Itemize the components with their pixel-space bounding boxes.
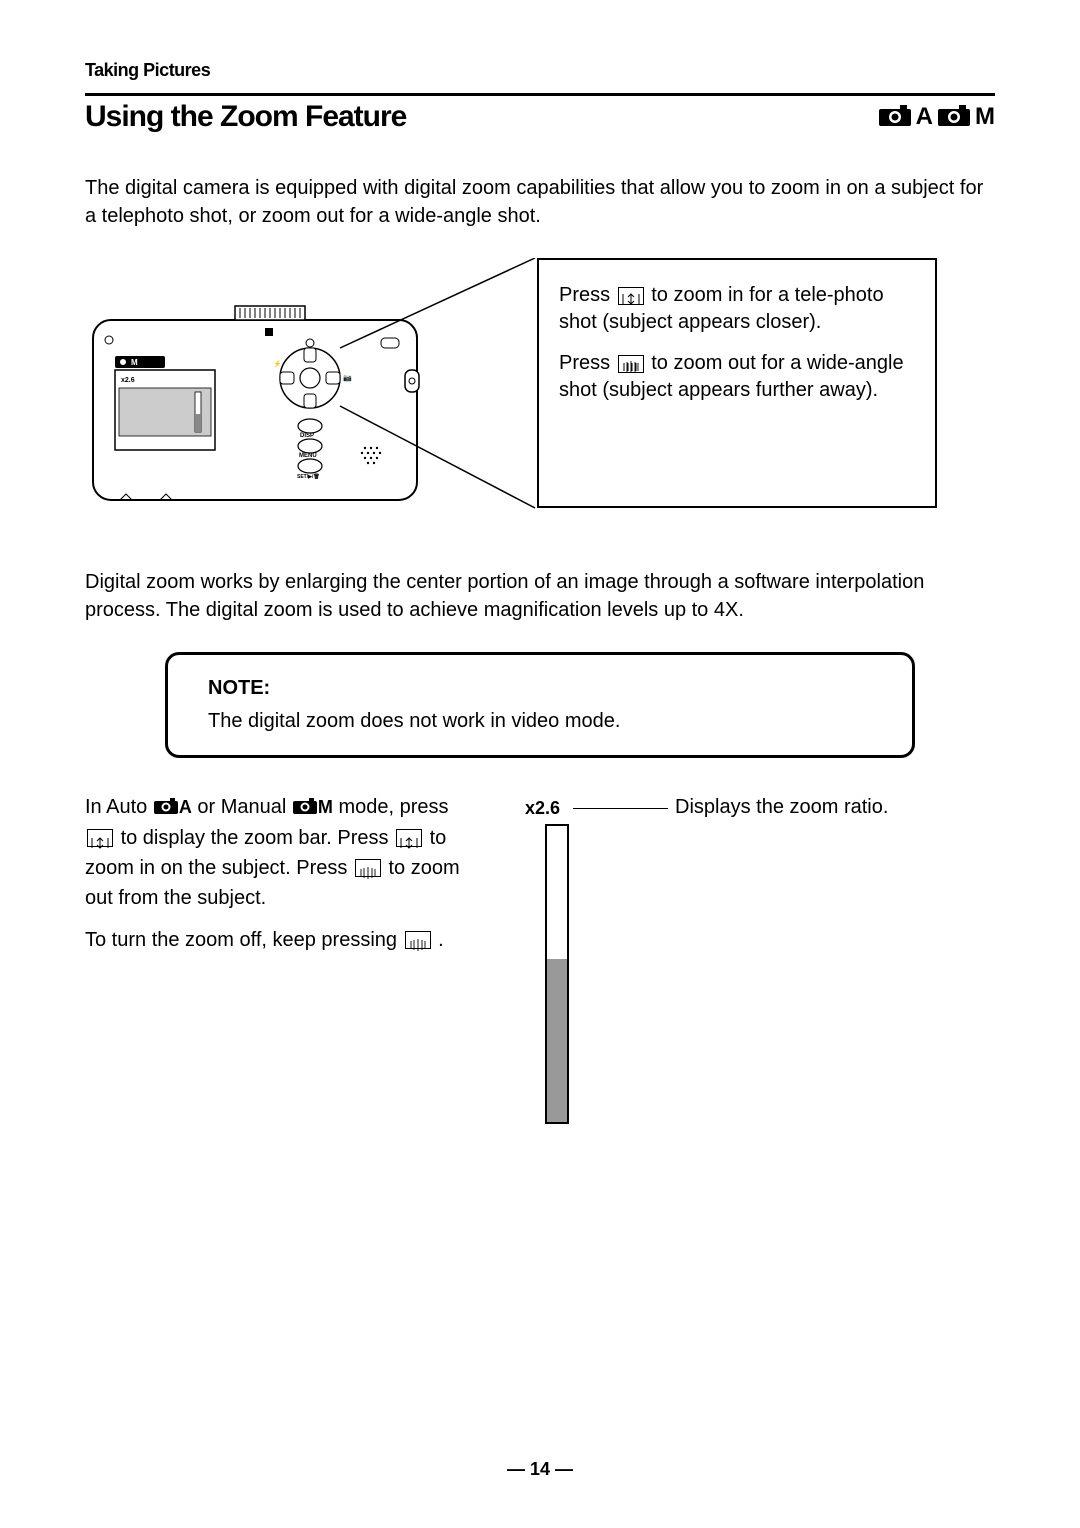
callout-p1-a: Press xyxy=(559,284,616,306)
zoom-out-icon xyxy=(618,355,644,373)
camera-illustration: x2.6 M ⚡ 📷 DISP MENU SET/▶/🗑 xyxy=(85,298,425,518)
lower-p1-c: mode, press xyxy=(338,796,448,818)
lower-left-text: In Auto A or Manual M mode, press to dis… xyxy=(85,792,475,967)
mode-m-label: M xyxy=(975,103,995,131)
zoom-out-icon-2 xyxy=(355,859,381,877)
zoom-bar-fill xyxy=(547,959,567,1122)
note-label: NOTE: xyxy=(208,677,872,700)
page-title: Using the Zoom Feature xyxy=(85,100,406,134)
svg-text:DISP: DISP xyxy=(300,433,314,439)
zoom-in-icon-3 xyxy=(396,829,422,847)
section-label: Taking Pictures xyxy=(85,60,995,81)
header-row: Using the Zoom Feature A M xyxy=(85,100,995,134)
zoom-bar-diagram: x2.6 Displays the zoom ratio. xyxy=(505,792,995,967)
divider xyxy=(85,93,995,96)
mode-icons: A M xyxy=(878,103,995,132)
callout-p2: Press to zoom out for a wide-angle shot … xyxy=(559,350,915,404)
camera-manual-inline-icon xyxy=(293,793,317,823)
lower-p2-a: To turn the zoom off, keep pressing xyxy=(85,929,403,951)
lower-p1: In Auto A or Manual M mode, press to dis… xyxy=(85,792,475,913)
zoom-in-icon-2 xyxy=(87,829,113,847)
lower-p1-a: In Auto xyxy=(85,796,153,818)
intro-paragraph: The digital camera is equipped with digi… xyxy=(85,174,995,230)
zoom-bar xyxy=(545,824,569,1124)
svg-text:MENU: MENU xyxy=(299,453,317,459)
zoom-out-icon-3 xyxy=(405,931,431,949)
mode-a-inline: A xyxy=(179,797,192,817)
svg-text:x2.6: x2.6 xyxy=(121,377,135,384)
svg-text:SET/▶/🗑: SET/▶/🗑 xyxy=(297,473,320,480)
page-number: — 14 — xyxy=(507,1459,573,1480)
lower-p1-d: to display the zoom bar. Press xyxy=(121,827,394,849)
camera-auto-icon xyxy=(878,103,912,132)
lower-p2: To turn the zoom off, keep pressing . xyxy=(85,925,475,955)
lower-section: In Auto A or Manual M mode, press to dis… xyxy=(85,792,995,967)
svg-text:📷: 📷 xyxy=(343,374,352,382)
callout-p1: Press to zoom in for a tele-photo shot (… xyxy=(559,282,915,336)
diagram-section: x2.6 M ⚡ 📷 DISP MENU SET/▶/🗑 xyxy=(85,258,995,538)
mid-paragraph: Digital zoom works by enlarging the cent… xyxy=(85,568,995,624)
callout-box: Press to zoom in for a tele-photo shot (… xyxy=(537,258,937,508)
zoom-description: Displays the zoom ratio. xyxy=(675,796,888,819)
lower-p2-b: . xyxy=(438,929,444,951)
svg-text:M: M xyxy=(131,358,138,367)
camera-manual-icon xyxy=(937,103,971,132)
note-box: NOTE: The digital zoom does not work in … xyxy=(165,652,915,758)
lower-p1-b: or Manual xyxy=(197,796,292,818)
mode-a-label: A xyxy=(916,103,933,131)
zoom-ratio-label: x2.6 xyxy=(525,798,560,819)
svg-text:⚡: ⚡ xyxy=(273,359,282,368)
camera-auto-inline-icon xyxy=(154,793,178,823)
zoom-in-icon xyxy=(618,287,644,305)
zoom-leader-line xyxy=(573,808,668,809)
mode-m-inline: M xyxy=(318,797,333,817)
callout-p2-a: Press xyxy=(559,352,616,374)
note-text: The digital zoom does not work in video … xyxy=(208,710,872,733)
